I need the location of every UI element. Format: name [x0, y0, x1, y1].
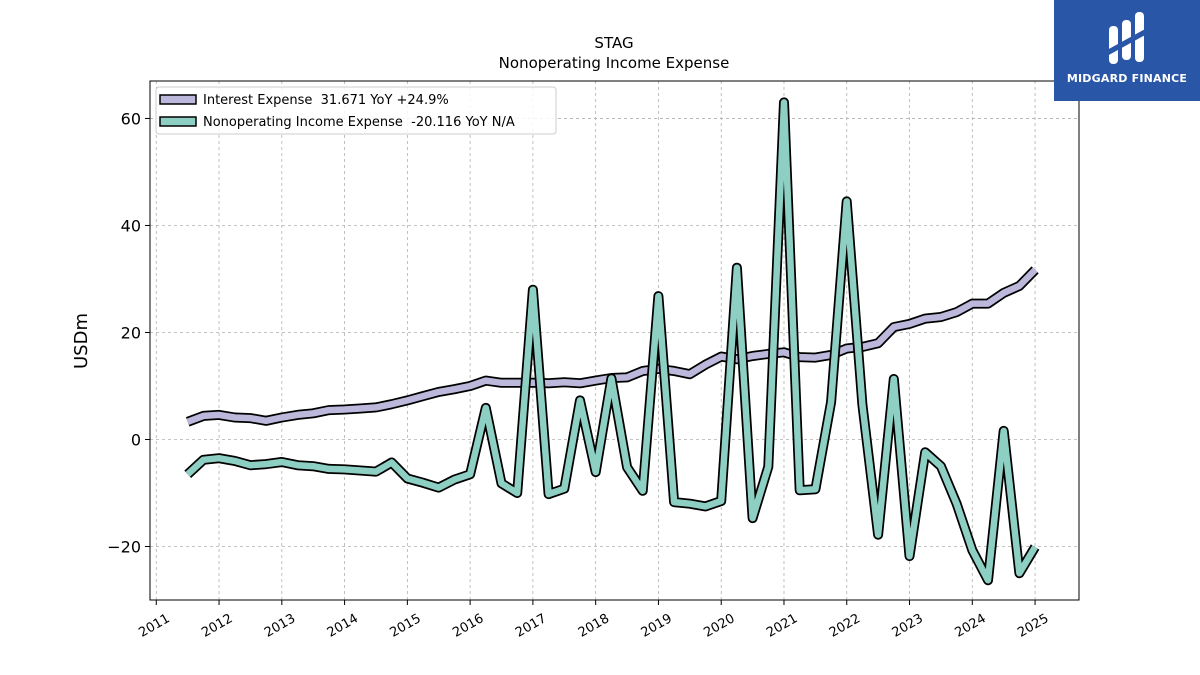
x-tick-label: 2011: [136, 611, 172, 641]
x-tick-label: 2013: [262, 611, 298, 641]
x-tick-label: 2025: [1015, 611, 1051, 641]
y-tick-label: −20: [107, 537, 141, 556]
series-layer: [184, 97, 1040, 586]
legend-box: [155, 86, 557, 135]
legend-label-interest-expense: Interest Expense 31.671 YoY +24.9%: [203, 93, 449, 108]
chart-subtitle: Nonoperating Income Expense: [499, 54, 730, 72]
x-tick-label: 2017: [513, 611, 549, 641]
logo-text: MIDGARD FINANCE: [1066, 72, 1188, 85]
legend-label-nonoperating-income-expense: Nonoperating Income Expense -20.116 YoY …: [203, 115, 515, 130]
y-tick-label: 0: [131, 430, 141, 449]
y-tick-label: 60: [121, 109, 141, 128]
plot-frame: [149, 80, 1080, 601]
legend-swatch-nonoperating-income-expense: [159, 116, 197, 127]
legend: Interest Expense 31.671 YoY +24.9% Nonop…: [155, 86, 557, 135]
y-axis: −20 0 20 40 60: [107, 109, 150, 556]
x-tick-label: 2020: [701, 611, 737, 641]
x-tick-label: 2018: [576, 611, 612, 641]
series-line-1: [185, 99, 1038, 584]
y-axis-label: USDm: [71, 313, 92, 369]
logo-mark-icon: [1107, 12, 1147, 64]
x-tick-label: 2016: [450, 611, 486, 641]
x-tick-label: 2019: [639, 611, 675, 641]
x-tick-label: 2022: [827, 611, 863, 641]
x-tick-label: 2023: [890, 611, 926, 641]
x-axis: 2011 2012 2013 2014 2015 2016 2017 2018 2019 2020…: [136, 600, 1051, 641]
y-tick-label: 40: [121, 216, 141, 235]
y-tick-label: 20: [121, 323, 141, 342]
x-tick-label: 2015: [388, 611, 424, 641]
chart-title: STAG: [594, 34, 633, 52]
legend-swatch-interest-expense: [159, 94, 197, 105]
x-tick-label: 2021: [764, 611, 800, 641]
grid-lines: [150, 81, 1079, 600]
x-tick-label: 2012: [199, 611, 235, 641]
x-tick-label: 2024: [952, 611, 988, 641]
x-tick-label: 2014: [325, 611, 361, 641]
midgard-finance-logo: MIDGARD FINANCE: [1054, 0, 1200, 101]
